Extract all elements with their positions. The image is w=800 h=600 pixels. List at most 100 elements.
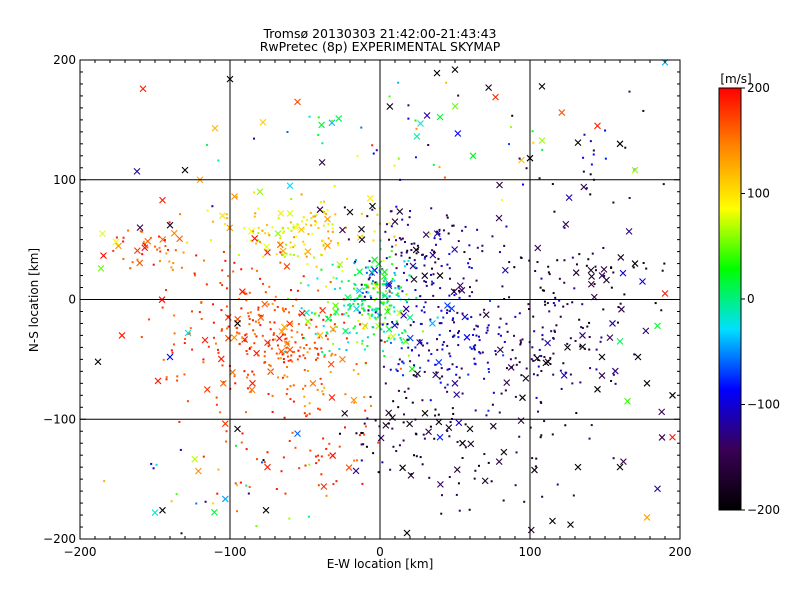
- data-point-dot: [284, 338, 287, 341]
- data-point-dot: [215, 396, 218, 399]
- data-point-dot: [365, 285, 368, 288]
- data-point-dot: [414, 289, 417, 292]
- data-point-dot: [501, 285, 504, 288]
- data-point-dot: [282, 456, 285, 459]
- data-point-dot: [429, 318, 432, 321]
- data-point-dot: [588, 437, 591, 440]
- data-point-dot: [555, 324, 558, 327]
- data-point-x: [425, 428, 432, 436]
- data-point-x: [380, 273, 388, 280]
- x-axis-ticks: −200 −100 0 100 200: [64, 60, 691, 559]
- data-point-dot: [188, 332, 191, 335]
- data-point-x: [455, 419, 463, 427]
- data-point-dot: [319, 377, 322, 380]
- data-point-x: [466, 425, 474, 433]
- data-point-dot: [366, 336, 369, 339]
- data-point-x: [624, 397, 631, 405]
- data-point-dot: [217, 159, 220, 162]
- data-point-dot: [290, 229, 293, 232]
- data-point-dot: [315, 213, 318, 216]
- data-point-dot: [433, 437, 436, 440]
- data-point-dot: [457, 331, 460, 334]
- data-point-dot: [633, 353, 636, 356]
- data-point-dot: [311, 232, 314, 235]
- data-point-dot: [302, 216, 305, 219]
- data-point-dot: [407, 346, 410, 349]
- data-point-dot: [253, 191, 256, 194]
- data-point-dot: [661, 269, 664, 272]
- data-point-x: [369, 202, 376, 210]
- data-point-dot: [413, 364, 416, 367]
- data-point-dot: [431, 249, 434, 252]
- data-point-dot: [221, 284, 224, 287]
- data-point-dot: [543, 355, 546, 358]
- data-point-dot: [381, 323, 384, 326]
- data-point-dot: [325, 447, 328, 450]
- data-point-dot: [292, 400, 295, 403]
- data-point-dot: [491, 403, 494, 406]
- data-point-dot: [432, 282, 435, 285]
- data-point-x: [549, 517, 556, 525]
- data-point-dot: [435, 371, 438, 374]
- data-point-dot: [272, 338, 275, 341]
- data-point-dot: [377, 441, 380, 444]
- data-point-dot: [399, 337, 402, 340]
- data-point-dot: [560, 387, 563, 390]
- data-point-dot: [354, 325, 357, 328]
- data-point-dot: [296, 255, 299, 258]
- data-point-dot: [602, 308, 605, 311]
- data-point-x: [358, 225, 365, 233]
- data-point-dot: [539, 286, 542, 289]
- data-point-x: [298, 309, 306, 317]
- data-point-dot: [275, 352, 278, 355]
- data-point-dot: [448, 435, 451, 438]
- data-point-dot: [322, 437, 325, 440]
- data-point-x: [248, 386, 256, 394]
- data-point-dot: [397, 285, 400, 288]
- data-point-x: [230, 334, 238, 341]
- data-point-dot: [317, 116, 320, 119]
- data-point-dot: [296, 331, 299, 334]
- data-point-dot: [401, 332, 404, 335]
- data-point-dot: [322, 393, 325, 396]
- data-point-dot: [389, 341, 392, 344]
- data-point-dot: [374, 311, 377, 314]
- data-point-x: [283, 340, 291, 348]
- data-point-dot: [532, 373, 535, 376]
- data-point-x: [358, 236, 366, 244]
- data-point-dot: [115, 236, 118, 239]
- data-point-dot: [292, 253, 295, 256]
- data-point-dot: [148, 318, 151, 321]
- data-point-dot: [486, 326, 489, 329]
- data-point-dot: [514, 395, 517, 398]
- data-point-dot: [548, 310, 551, 313]
- data-point-dot: [394, 286, 397, 289]
- data-point-dot: [164, 245, 167, 248]
- data-point-dot: [402, 362, 405, 365]
- data-point-dot: [300, 193, 303, 196]
- data-point-x: [194, 467, 202, 475]
- data-point-dot: [320, 268, 323, 271]
- data-point-dot: [317, 454, 320, 457]
- data-point-dot: [349, 305, 352, 308]
- data-point-x: [533, 354, 541, 362]
- data-point-dot: [217, 351, 220, 354]
- data-point-dot: [225, 440, 228, 443]
- data-point-x: [600, 265, 608, 273]
- data-point-dot: [290, 197, 293, 200]
- data-point-dot: [505, 322, 508, 325]
- data-point-dot: [214, 342, 217, 345]
- data-point-dot: [222, 250, 225, 253]
- data-point-dot: [244, 339, 247, 342]
- data-point-x: [283, 262, 291, 270]
- data-point-dot: [268, 234, 271, 237]
- data-point-x: [403, 529, 411, 537]
- data-point-dot: [563, 226, 566, 229]
- data-point-dot: [440, 494, 443, 497]
- data-point-dot: [415, 267, 418, 270]
- data-point-dot: [481, 351, 484, 354]
- data-point-dot: [375, 149, 378, 152]
- data-point-dot: [369, 295, 372, 298]
- data-point-dot: [257, 226, 260, 229]
- data-point-dot: [325, 331, 328, 334]
